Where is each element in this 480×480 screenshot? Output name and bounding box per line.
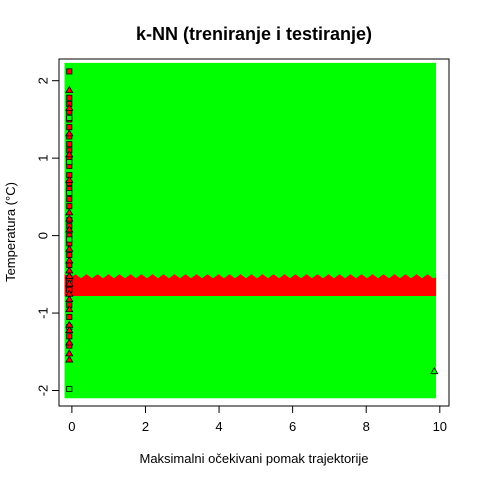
x-tick-label: 10	[433, 419, 447, 434]
region-class_red	[64, 274, 437, 297]
point-triangle	[65, 355, 74, 363]
point-triangle	[65, 294, 74, 303]
point-square	[66, 159, 73, 166]
point-triangle	[65, 325, 74, 334]
point-square	[66, 313, 73, 320]
y-tick-label: 2	[36, 77, 51, 84]
chart-title: k-NN (treniranje i testiranje)	[136, 24, 372, 44]
point-triangle	[65, 304, 74, 313]
point-triangle	[65, 338, 74, 346]
point-square	[66, 189, 73, 196]
y-tick-label: 0	[36, 232, 51, 239]
point-square	[66, 94, 73, 101]
point-square	[66, 385, 73, 392]
point-square	[66, 196, 73, 203]
point-square	[66, 68, 73, 75]
y-axis-label: Temperatura (°C)	[3, 182, 18, 282]
x-tick-label: 4	[215, 419, 222, 434]
x-tick-label: 2	[142, 419, 149, 434]
data-points	[65, 68, 439, 392]
point-square	[66, 236, 73, 243]
point-square	[66, 141, 73, 148]
y-tick-label: -1	[36, 307, 51, 319]
point-triangle	[65, 279, 74, 287]
point-square	[66, 333, 73, 340]
y-tick-label: -2	[36, 385, 51, 397]
point-square	[66, 203, 73, 210]
point-triangle	[65, 103, 74, 111]
point-triangle	[65, 225, 74, 233]
point-triangle	[65, 271, 74, 279]
x-axis: 0 2 4 6 8 10	[68, 405, 447, 434]
point-triangle	[65, 256, 74, 264]
point-triangle	[65, 214, 74, 222]
x-tick-label: 8	[363, 419, 370, 434]
point-triangle	[65, 175, 74, 183]
y-axis: -2 -1 0 1 2	[36, 77, 60, 396]
point-square	[66, 124, 73, 131]
point-triangle	[65, 85, 74, 93]
point-square	[66, 114, 73, 121]
point-triangle	[65, 150, 74, 158]
decision-regions	[64, 62, 437, 399]
region-class_green	[64, 62, 437, 399]
y-tick-label: 1	[36, 155, 51, 162]
point-triangle	[65, 244, 74, 252]
point-triangle	[65, 129, 74, 137]
point-triangle	[430, 366, 439, 375]
x-tick-label: 0	[68, 419, 75, 434]
x-axis-label: Maksimalni očekivani pomak trajektorije	[139, 451, 368, 466]
x-tick-label: 6	[289, 419, 296, 434]
